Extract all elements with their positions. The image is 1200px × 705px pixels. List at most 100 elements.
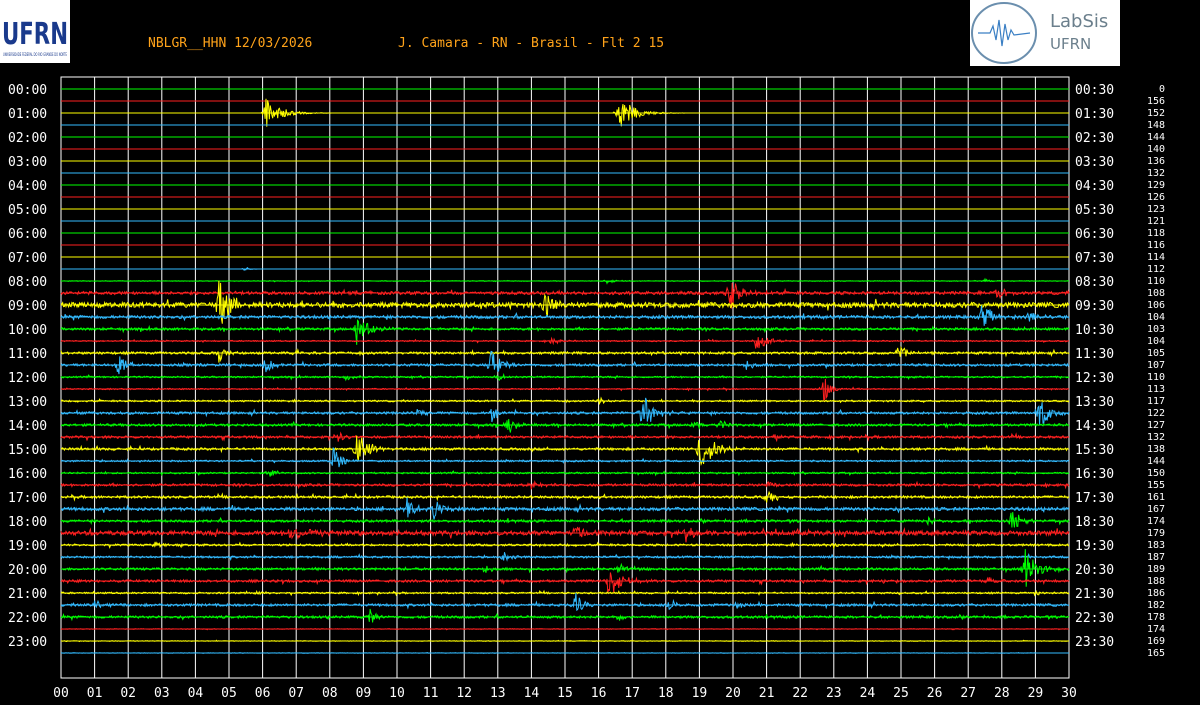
trace-scale-value: 167: [1147, 504, 1165, 515]
seismic-trace: [61, 267, 1069, 271]
seismic-trace: [60, 435, 1070, 466]
trace-scale-value: 152: [1147, 108, 1165, 119]
x-tick-label: 25: [893, 686, 909, 701]
left-time-label: 12:00: [8, 371, 47, 386]
left-time-label: 16:00: [8, 467, 47, 482]
trace-scale-value: 165: [1147, 648, 1165, 659]
seismic-trace: [60, 490, 1070, 503]
right-time-label: 03:30: [1075, 155, 1114, 170]
trace-scale-value: 129: [1147, 180, 1165, 191]
trace-scale-value: 106: [1147, 300, 1165, 311]
right-time-label: 08:30: [1075, 275, 1114, 290]
seismic-trace: [60, 572, 1070, 593]
x-tick-label: 24: [860, 686, 876, 701]
x-tick-label: 19: [692, 686, 708, 701]
seismic-trace: [60, 526, 1070, 543]
seismic-trace: [60, 549, 1070, 587]
trace-scale-value: 150: [1147, 468, 1165, 479]
seismic-trace: [60, 397, 1070, 426]
seismic-trace: [60, 627, 1070, 631]
seismic-trace: [60, 345, 1070, 363]
right-time-label: 17:30: [1075, 491, 1114, 506]
trace-scale-value: 107: [1147, 360, 1165, 371]
trace-scale-value: 110: [1147, 276, 1165, 287]
trace-scale-value: 188: [1147, 576, 1165, 587]
x-tick-label: 13: [490, 686, 506, 701]
trace-scale-value: 122: [1147, 408, 1165, 419]
seismic-trace: [60, 336, 1070, 349]
left-time-label: 18:00: [8, 515, 47, 530]
trace-scale-value: 155: [1147, 480, 1165, 491]
trace-scale-value: 187: [1147, 552, 1165, 563]
trace-scale-value: 179: [1147, 528, 1165, 539]
seismic-trace: [61, 98, 1069, 127]
trace-scale-value: 123: [1147, 204, 1165, 215]
x-tick-label: 21: [759, 686, 775, 701]
trace-scale-value: 116: [1147, 240, 1165, 251]
right-time-label: 06:30: [1075, 227, 1114, 242]
x-tick-label: 11: [423, 686, 439, 701]
left-time-label: 17:00: [8, 491, 47, 506]
x-tick-label: 26: [927, 686, 943, 701]
trace-scale-value: 140: [1147, 144, 1165, 155]
trace-scale-value: 186: [1147, 588, 1165, 599]
x-tick-label: 27: [960, 686, 976, 701]
trace-scale-value: 148: [1147, 120, 1165, 131]
trace-scale-value: 178: [1147, 612, 1165, 623]
x-tick-label: 00: [53, 686, 69, 701]
left-time-label: 07:00: [8, 251, 47, 266]
trace-scale-value: 189: [1147, 564, 1165, 575]
trace-scale-value: 104: [1147, 312, 1165, 323]
left-time-label: 20:00: [8, 563, 47, 578]
left-time-label: 19:00: [8, 539, 47, 554]
seismic-trace: [60, 282, 1070, 309]
right-time-label: 10:30: [1075, 323, 1114, 338]
scale-values: 0156152148144140136132129126123121118116…: [1147, 84, 1165, 659]
x-tick-label: 08: [322, 686, 338, 701]
trace-scale-value: 132: [1147, 168, 1165, 179]
ufrn-logo-background: [0, 0, 70, 63]
trace-scale-value: 161: [1147, 492, 1165, 503]
seismic-trace: [60, 639, 1070, 643]
seismic-trace: [60, 652, 1036, 654]
ufrn-logo-subtext: UNIVERSIDADE FEDERAL DO RIO GRANDE DO NO…: [3, 52, 67, 57]
trace-scale-value: 182: [1147, 600, 1165, 611]
right-time-label: 23:30: [1075, 635, 1114, 650]
trace-scale-value: 0: [1159, 84, 1165, 95]
left-time-label: 06:00: [8, 227, 47, 242]
trace-scale-value: 103: [1147, 324, 1165, 335]
right-time-label: 16:30: [1075, 467, 1114, 482]
trace-scale-value: 110: [1147, 372, 1165, 383]
ufrn-logo-text: UFRN: [2, 17, 68, 52]
seismic-trace: [60, 378, 1070, 401]
left-time-label: 14:00: [8, 419, 47, 434]
seismic-trace: [60, 541, 1070, 550]
x-tick-label: 06: [255, 686, 271, 701]
x-tick-label: 03: [154, 686, 170, 701]
left-time-label: 04:00: [8, 179, 47, 194]
trace-scale-value: 169: [1147, 636, 1165, 647]
x-tick-label: 30: [1061, 686, 1077, 701]
trace-scale-value: 104: [1147, 336, 1165, 347]
seismic-trace: [60, 608, 1070, 623]
trace-scale-value: 132: [1147, 432, 1165, 443]
right-time-label: 20:30: [1075, 563, 1114, 578]
seismic-trace: [60, 396, 1070, 406]
seismic-trace: [60, 470, 1070, 477]
left-time-label: 11:00: [8, 347, 47, 362]
left-time-label: 02:00: [8, 131, 47, 146]
right-time-label: 05:30: [1075, 203, 1114, 218]
seismic-trace: [60, 589, 1070, 597]
right-time-label: 04:30: [1075, 179, 1114, 194]
seismic-trace: [60, 552, 1070, 562]
trace-scale-value: 112: [1147, 264, 1165, 275]
trace-scale-value: 174: [1147, 516, 1165, 527]
x-tick-label: 17: [624, 686, 640, 701]
x-tick-label: 15: [557, 686, 573, 701]
seismic-trace: [60, 431, 1070, 443]
right-time-label: 21:30: [1075, 587, 1114, 602]
right-time-label: 02:30: [1075, 131, 1114, 146]
trace-scale-value: 121: [1147, 216, 1165, 227]
trace-scale-value: 105: [1147, 348, 1165, 359]
seismic-trace: [60, 350, 1070, 375]
